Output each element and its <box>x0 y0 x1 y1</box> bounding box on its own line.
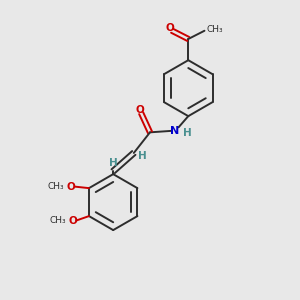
Text: O: O <box>165 23 174 33</box>
Text: O: O <box>68 215 77 226</box>
Text: O: O <box>66 182 75 192</box>
Text: H: H <box>109 158 118 168</box>
Text: H: H <box>183 128 192 138</box>
Text: N: N <box>170 126 180 136</box>
Text: CH₃: CH₃ <box>207 25 224 34</box>
Text: O: O <box>135 105 144 115</box>
Text: CH₃: CH₃ <box>48 182 64 191</box>
Text: CH₃: CH₃ <box>50 216 66 225</box>
Text: H: H <box>138 152 146 161</box>
